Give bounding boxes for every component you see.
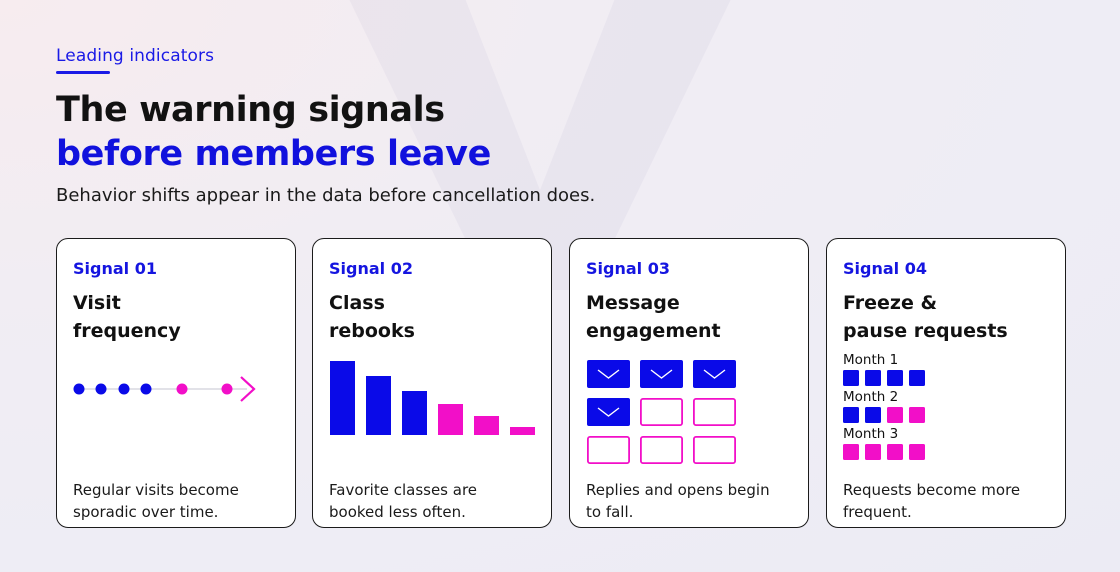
month-label: Month 1 bbox=[843, 352, 898, 368]
request-square bbox=[865, 407, 881, 423]
envelope-flap-icon bbox=[650, 369, 673, 379]
declining-bars-graphic bbox=[330, 361, 535, 435]
request-square bbox=[865, 370, 881, 386]
request-square bbox=[909, 370, 925, 386]
page-subtitle: Behavior shifts appear in the data befor… bbox=[56, 185, 596, 206]
signal-card-message-engagement: Signal 03 Message engagement Replies and… bbox=[569, 238, 809, 528]
signal-heading-line: frequency bbox=[73, 320, 181, 342]
signal-description-line: to fall. bbox=[586, 503, 634, 521]
rebook-bar bbox=[510, 427, 535, 435]
month-label: Month 2 bbox=[843, 389, 898, 405]
signal-tag: Signal 01 bbox=[73, 259, 157, 278]
page-title: The warning signals before members leave bbox=[56, 88, 491, 176]
signal-card-visit-frequency: Signal 01 Visit frequency Regular visits… bbox=[56, 238, 296, 528]
signal-description: Requests become more frequent. bbox=[843, 479, 1058, 523]
signal-description-line: Requests become more bbox=[843, 481, 1021, 499]
signal-tag: Signal 04 bbox=[843, 259, 927, 278]
visit-dot bbox=[95, 383, 107, 395]
title-line-2: before members leave bbox=[56, 134, 491, 174]
signal-heading: Freeze & pause requests bbox=[843, 289, 1058, 345]
rebook-bar bbox=[402, 391, 427, 435]
signal-heading-line: Visit bbox=[73, 292, 121, 314]
timeline-arrow-icon bbox=[240, 376, 256, 402]
signal-description-line: frequent. bbox=[843, 503, 912, 521]
rebook-bar bbox=[474, 416, 499, 435]
request-square bbox=[887, 444, 903, 460]
request-square bbox=[843, 407, 859, 423]
signal-tag: Signal 02 bbox=[329, 259, 413, 278]
signal-heading: Visit frequency bbox=[73, 289, 288, 345]
month-label: Month 3 bbox=[843, 426, 898, 442]
empty-envelope-slot bbox=[586, 436, 631, 465]
visit-dot bbox=[118, 383, 130, 395]
visit-dot bbox=[73, 383, 85, 395]
envelope-icon bbox=[587, 360, 630, 388]
signal-heading-line: Message bbox=[586, 292, 680, 314]
rebook-bar bbox=[366, 376, 391, 435]
signal-heading-line: Freeze & bbox=[843, 292, 938, 314]
envelope-flap-icon bbox=[597, 407, 620, 417]
signal-heading-line: rebooks bbox=[329, 320, 415, 342]
signal-card-class-rebooks: Signal 02 Class rebooks Favorite classes… bbox=[312, 238, 552, 528]
signal-heading: Message engagement bbox=[586, 289, 801, 345]
signal-description-line: sporadic over time. bbox=[73, 503, 219, 521]
request-square bbox=[843, 444, 859, 460]
visit-dot bbox=[221, 383, 233, 395]
request-square bbox=[909, 444, 925, 460]
envelope-flap-icon bbox=[597, 369, 620, 379]
visit-dot bbox=[140, 383, 152, 395]
envelope-icon bbox=[587, 398, 630, 426]
signal-tag: Signal 03 bbox=[586, 259, 670, 278]
envelope-grid-graphic bbox=[586, 360, 737, 465]
empty-envelope-slot bbox=[640, 398, 684, 427]
request-square bbox=[887, 407, 903, 423]
rebook-bar bbox=[330, 361, 355, 435]
signal-heading-line: engagement bbox=[586, 320, 721, 342]
empty-envelope-slot bbox=[693, 398, 737, 427]
signal-description: Regular visits become sporadic over time… bbox=[73, 479, 288, 523]
eyebrow-underline bbox=[56, 71, 110, 74]
signal-heading: Class rebooks bbox=[329, 289, 544, 345]
request-square bbox=[843, 370, 859, 386]
signal-description-line: Regular visits become bbox=[73, 481, 239, 499]
envelope-flap-icon bbox=[703, 369, 726, 379]
signal-description: Favorite classes are booked less often. bbox=[329, 479, 544, 523]
eyebrow-label: Leading indicators bbox=[56, 46, 215, 66]
envelope-icon bbox=[693, 360, 736, 388]
request-square bbox=[909, 407, 925, 423]
signal-card-freeze-pause-requests: Signal 04 Freeze & pause requests Month … bbox=[826, 238, 1066, 528]
signal-description-line: Favorite classes are bbox=[329, 481, 478, 499]
visit-dot bbox=[176, 383, 188, 395]
request-square bbox=[887, 370, 903, 386]
empty-envelope-slot bbox=[693, 436, 737, 465]
request-square bbox=[865, 444, 881, 460]
rebook-bar bbox=[438, 404, 463, 435]
title-line-1: The warning signals bbox=[56, 90, 445, 130]
envelope-icon bbox=[640, 360, 683, 388]
signal-heading-line: pause requests bbox=[843, 320, 1008, 342]
signal-description: Replies and opens begin to fall. bbox=[586, 479, 801, 523]
monthly-squares-graphic: Month 1 Month 2 Month 3 bbox=[843, 352, 925, 460]
signal-description-line: booked less often. bbox=[329, 503, 466, 521]
visit-dots-graphic bbox=[73, 376, 256, 402]
signal-description-line: Replies and opens begin bbox=[586, 481, 770, 499]
empty-envelope-slot bbox=[640, 436, 684, 465]
signal-heading-line: Class bbox=[329, 292, 385, 314]
